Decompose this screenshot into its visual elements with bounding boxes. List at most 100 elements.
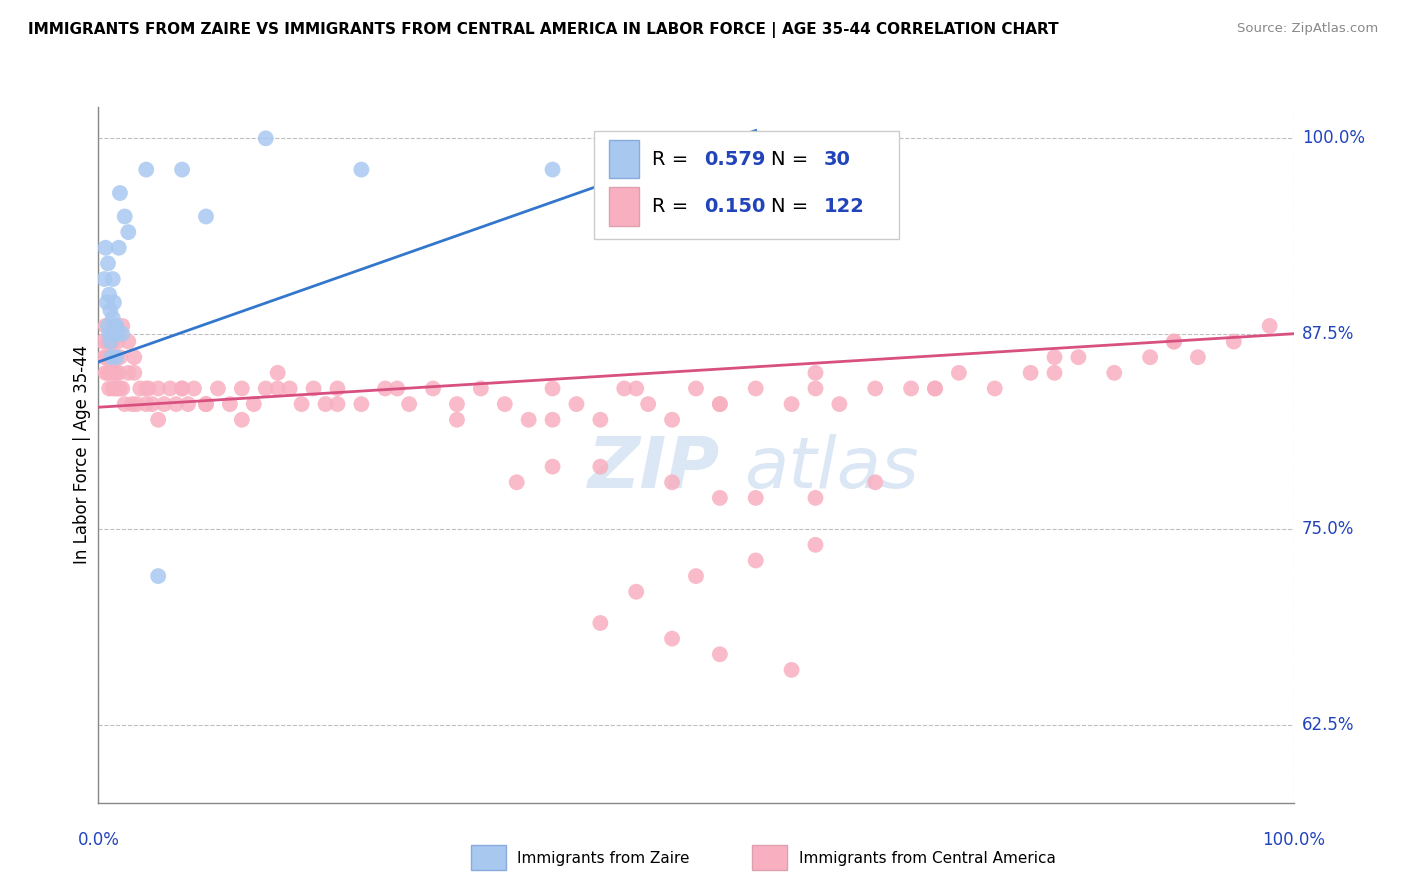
Point — [983, 382, 1005, 396]
Point — [613, 382, 636, 396]
Point — [153, 397, 176, 411]
Point — [98, 303, 122, 318]
Point — [290, 397, 312, 411]
Point — [98, 382, 121, 396]
Point — [541, 382, 564, 396]
Point — [117, 225, 139, 239]
Point — [98, 287, 121, 301]
Point — [624, 382, 647, 396]
Point — [1043, 366, 1066, 380]
Point — [107, 326, 129, 341]
Point — [114, 210, 136, 224]
Point — [135, 397, 157, 411]
Point — [183, 382, 205, 396]
Point — [506, 475, 529, 490]
Point — [97, 318, 120, 333]
Point — [148, 382, 170, 396]
Point — [108, 382, 131, 396]
Point — [94, 366, 117, 380]
Point — [541, 162, 564, 177]
Point — [172, 162, 194, 177]
Point — [107, 241, 129, 255]
Point — [804, 382, 827, 396]
Point — [1043, 350, 1066, 364]
Point — [517, 413, 540, 427]
Point — [124, 350, 146, 364]
Point — [254, 382, 277, 396]
Text: 122: 122 — [824, 197, 865, 216]
Point — [589, 459, 612, 474]
Point — [104, 318, 127, 333]
Point — [745, 382, 768, 396]
Point — [565, 397, 588, 411]
Point — [148, 413, 170, 427]
Point — [97, 256, 120, 270]
Point — [637, 397, 659, 411]
Point — [267, 366, 290, 380]
Point — [98, 350, 122, 364]
Point — [863, 475, 886, 490]
Point — [863, 382, 886, 396]
Point — [105, 366, 128, 380]
Point — [97, 366, 120, 380]
Point — [1187, 350, 1209, 364]
Point — [104, 382, 127, 396]
Point — [135, 162, 157, 177]
Point — [96, 350, 118, 364]
Point — [138, 382, 160, 396]
Point — [135, 382, 157, 396]
Point — [111, 318, 134, 333]
Text: 62.5%: 62.5% — [1302, 715, 1354, 733]
Text: IMMIGRANTS FROM ZAIRE VS IMMIGRANTS FROM CENTRAL AMERICA IN LABOR FORCE | AGE 35: IMMIGRANTS FROM ZAIRE VS IMMIGRANTS FROM… — [28, 22, 1059, 38]
Point — [103, 295, 125, 310]
Point — [97, 334, 120, 349]
Point — [661, 632, 683, 646]
Point — [104, 350, 127, 364]
Point — [350, 162, 373, 177]
Point — [219, 397, 242, 411]
Point — [1139, 350, 1161, 364]
Point — [924, 382, 946, 396]
Point — [107, 382, 129, 396]
Point — [267, 382, 290, 396]
Text: N =: N = — [772, 197, 814, 216]
Point — [685, 569, 707, 583]
Point — [780, 663, 803, 677]
Text: Immigrants from Central America: Immigrants from Central America — [799, 851, 1056, 865]
Point — [177, 397, 200, 411]
Point — [101, 311, 124, 326]
Point — [98, 326, 121, 341]
Point — [194, 210, 217, 224]
Text: Source: ZipAtlas.com: Source: ZipAtlas.com — [1237, 22, 1378, 36]
Point — [94, 241, 117, 255]
Text: R =: R = — [652, 150, 695, 169]
Point — [111, 326, 134, 341]
Point — [541, 413, 564, 427]
Point — [661, 413, 683, 427]
Point — [108, 350, 131, 364]
Point — [101, 382, 124, 396]
Point — [1019, 366, 1042, 380]
Point — [709, 397, 731, 411]
Point — [103, 326, 125, 341]
Point — [709, 491, 731, 505]
Point — [254, 131, 277, 145]
Point — [107, 334, 129, 349]
Text: 0.0%: 0.0% — [77, 830, 120, 848]
Point — [101, 334, 124, 349]
Point — [91, 334, 114, 349]
Point — [780, 397, 803, 411]
FancyBboxPatch shape — [595, 131, 900, 239]
Point — [745, 491, 768, 505]
Point — [231, 413, 253, 427]
Point — [114, 397, 136, 411]
FancyBboxPatch shape — [609, 140, 638, 178]
Point — [243, 397, 266, 411]
Point — [100, 350, 122, 364]
Point — [804, 366, 827, 380]
Point — [589, 413, 612, 427]
Point — [1222, 334, 1246, 349]
Point — [108, 186, 131, 200]
Point — [207, 382, 229, 396]
Point — [1102, 366, 1125, 380]
